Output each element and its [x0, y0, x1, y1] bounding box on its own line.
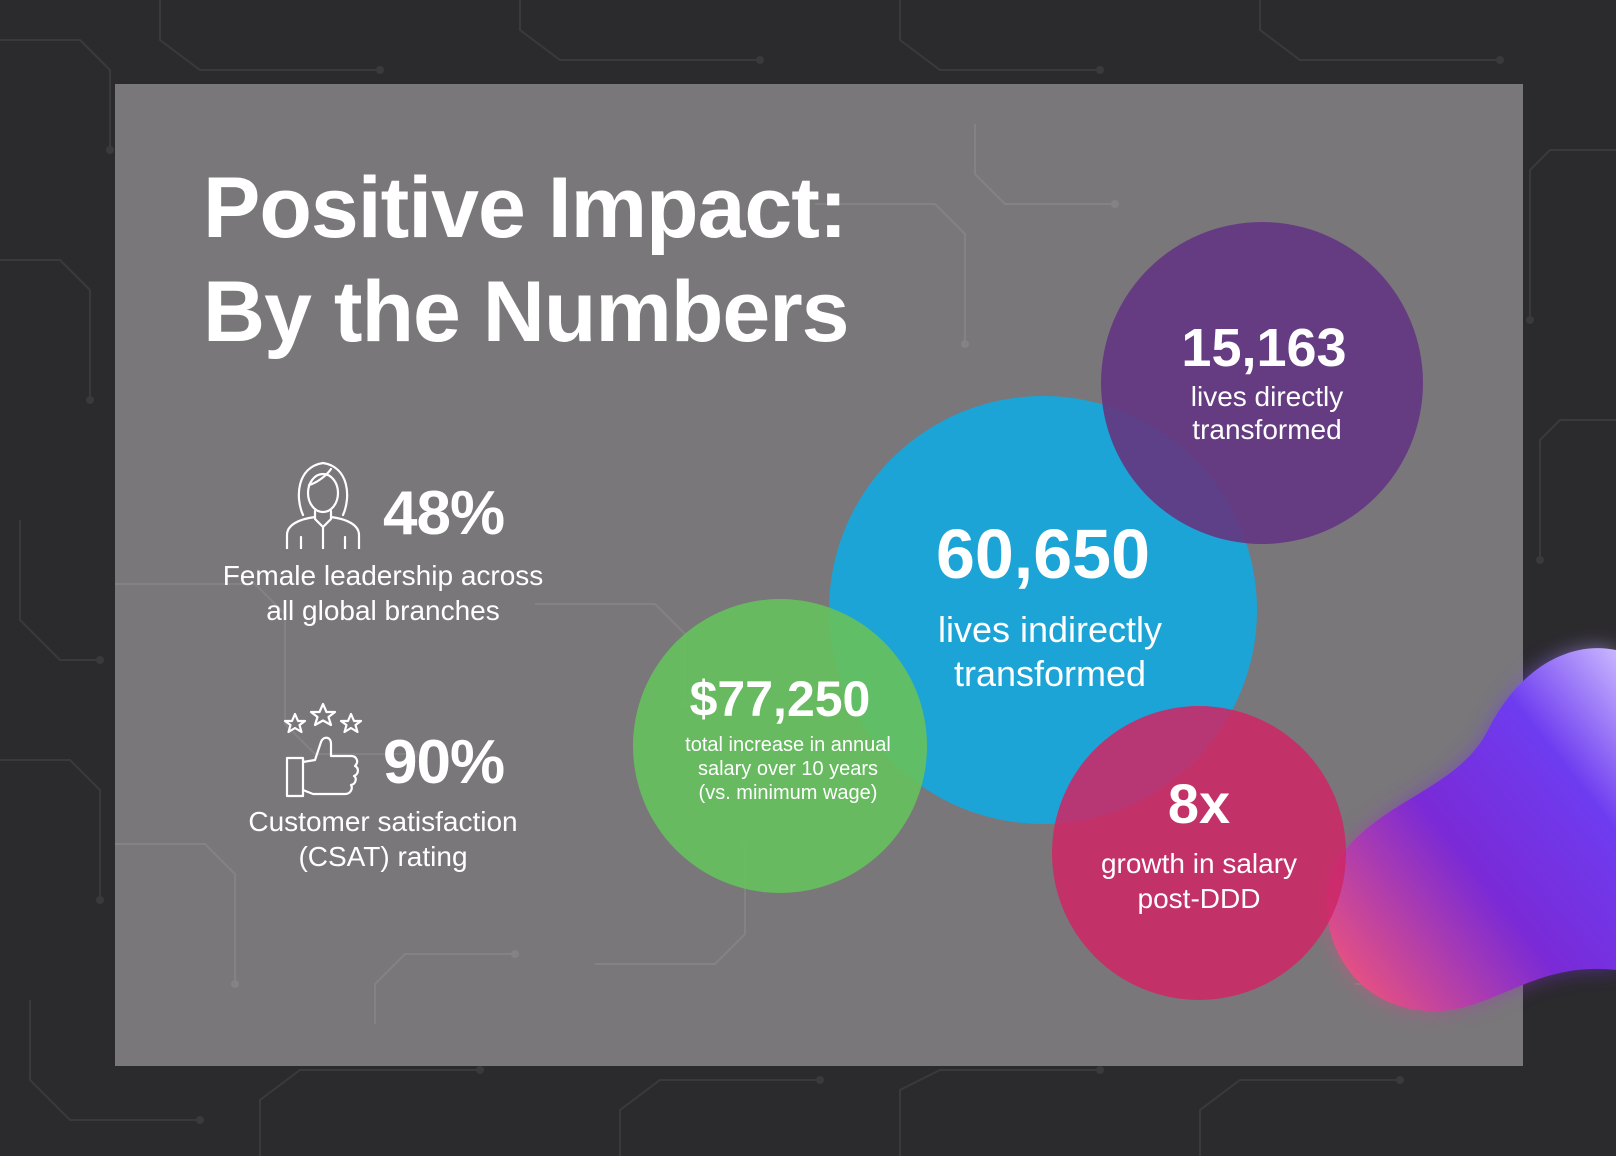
title-line-2: By the Numbers — [203, 264, 849, 360]
bubble-description: total increase in annual salary over 10 … — [633, 733, 927, 805]
bubble-description: lives directly transformed — [1101, 380, 1423, 446]
gradient-blob — [1326, 648, 1616, 1012]
stat-value: 90% — [383, 728, 505, 797]
stat-desc-line-2: (CSAT) rating — [298, 841, 468, 872]
stat-description: Female leadership across all global bran… — [203, 558, 563, 628]
bubble-description: growth in salary post-DDD — [1052, 846, 1346, 916]
bubble-desc-line-2: transformed — [953, 653, 1147, 694]
thumbs-up-stars-icon — [283, 702, 363, 798]
bubble-value: $77,250 — [689, 671, 871, 727]
bubble-desc-line-2: post-DDD — [1137, 883, 1261, 914]
bubble-salary-increase: $77,250 total increase in annual salary … — [633, 599, 927, 893]
stat-value: 48% — [383, 479, 505, 548]
title-line-1: Positive Impact: — [203, 160, 848, 256]
stat-desc-line-1: Customer satisfaction — [248, 806, 518, 837]
bubble-value: 15,163 — [1181, 318, 1347, 378]
stat-desc-line-2: all global branches — [266, 595, 500, 626]
bubble-desc-line-3: (vs. minimum wage) — [698, 782, 878, 804]
bubble-desc-line-2: transformed — [1192, 414, 1342, 445]
bubble-desc-line-1: growth in salary — [1100, 848, 1298, 879]
page-title: Positive Impact: By the Numbers — [203, 156, 849, 364]
bubble-value: 8x — [1167, 772, 1231, 835]
bubble-value: 60,650 — [935, 515, 1151, 593]
bubble-lives-directly: 15,163 lives directly transformed — [1101, 222, 1423, 544]
bubble-desc-line-2: salary over 10 years — [697, 758, 879, 780]
bubble-desc-line-1: total increase in annual — [685, 734, 891, 756]
bubble-desc-line-1: lives indirectly — [937, 609, 1163, 650]
woman-icon — [285, 461, 361, 549]
bubble-description: lives indirectly transformed — [829, 608, 1257, 696]
bubble-salary-growth: 8x growth in salary post-DDD — [1052, 706, 1346, 1000]
stat-female-leadership: 48% — [283, 457, 505, 549]
stat-description: Customer satisfaction (CSAT) rating — [203, 804, 563, 874]
stat-customer-satisfaction: 90% — [283, 702, 505, 798]
stat-desc-line-1: Female leadership across — [222, 560, 544, 591]
bubble-desc-line-1: lives directly — [1190, 381, 1344, 412]
